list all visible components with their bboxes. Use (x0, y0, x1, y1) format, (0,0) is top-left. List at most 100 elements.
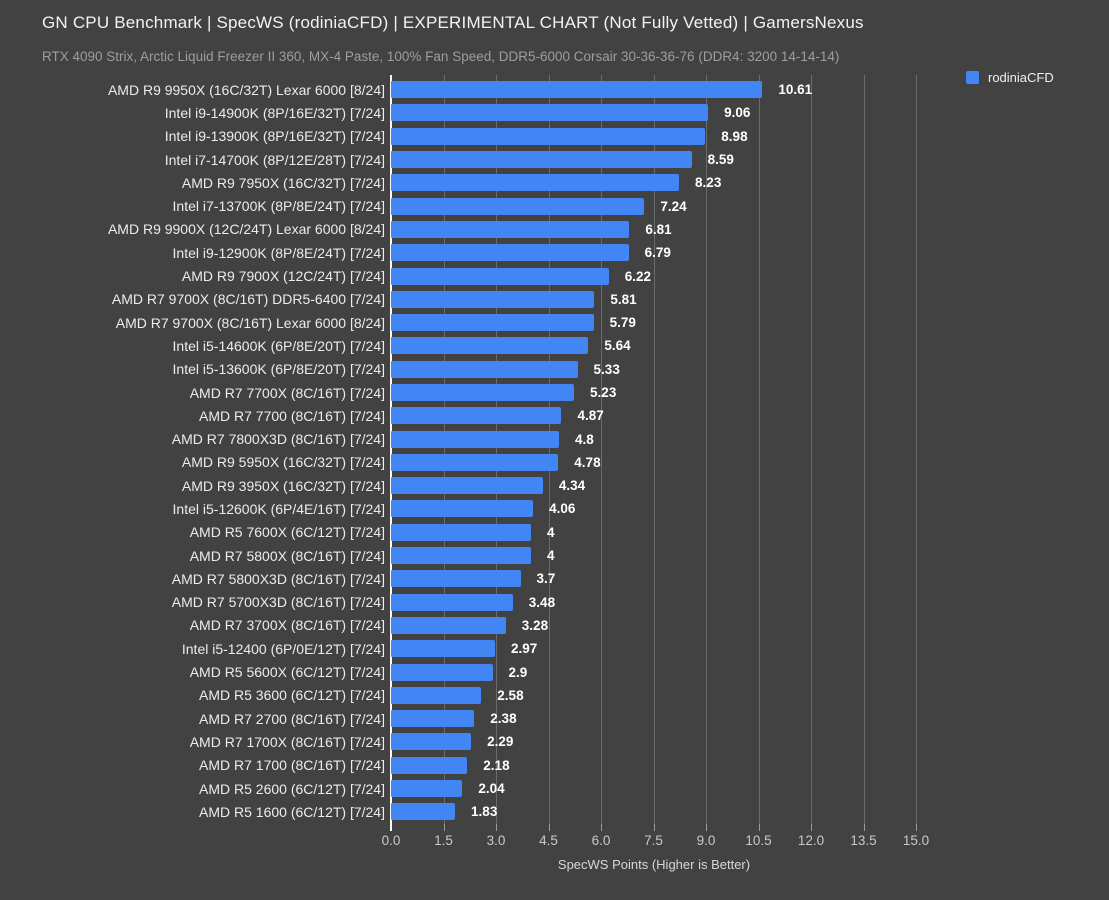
value-label: 8.23 (695, 175, 722, 191)
category-label: AMD R9 9950X (16C/32T) Lexar 6000 [8/24] (107, 81, 385, 98)
chart-row: AMD R5 3600 (6C/12T) [7/24] 2.58 (0, 684, 1109, 707)
bar-area: 9.06 (391, 104, 1109, 122)
chart-row: AMD R7 9700X (8C/16T) Lexar 6000 [8/24] 5… (0, 311, 1109, 334)
category-label: Intel i5-12400 (6P/0E/12T) [7/24] (181, 640, 385, 657)
value-bar (391, 593, 513, 611)
category-label: Intel i9-14900K (8P/16E/32T) [7/24] (164, 104, 385, 121)
bar-area: 2.18 (391, 756, 1109, 774)
bar-area: 2.97 (391, 640, 1109, 658)
chart-row: Intel i9-13900K (8P/16E/32T) [7/24] 8.98 (0, 125, 1109, 148)
legend-swatch-icon (966, 71, 979, 84)
bar-area: 4.8 (391, 430, 1109, 448)
value-label: 6.22 (624, 268, 651, 284)
x-axis-tick-label: 7.5 (644, 833, 663, 848)
x-axis-tick (811, 824, 812, 831)
chart-row: AMD R9 3950X (16C/32T) [7/24] 4.34 (0, 474, 1109, 497)
value-label: 4 (547, 548, 555, 564)
chart-title: GN CPU Benchmark | SpecWS (rodiniaCFD) |… (42, 13, 864, 32)
bar-area: 8.98 (391, 127, 1109, 145)
value-label: 4.34 (558, 478, 586, 494)
bar-area: 2.58 (391, 686, 1109, 704)
x-axis-tick (443, 824, 445, 831)
chart-row: AMD R9 5950X (16C/32T) [7/24] 4.78 (0, 451, 1109, 474)
value-label: 6.81 (645, 221, 672, 237)
gridline (863, 75, 865, 824)
chart-row: AMD R7 5800X (8C/16T) [7/24] 4 (0, 544, 1109, 567)
chart-row: Intel i7-14700K (8P/12E/28T) [7/24] 8.59 (0, 148, 1109, 171)
x-axis-tick-label: 12.0 (797, 833, 825, 848)
gridline (916, 75, 917, 824)
chart-row: AMD R5 7600X (6C/12T) [7/24] 4 (0, 521, 1109, 544)
bar-area: 2.38 (391, 710, 1109, 728)
value-bar (391, 81, 763, 99)
bar-area: 1.83 (391, 803, 1109, 821)
chart-row: Intel i9-14900K (8P/16E/32T) [7/24] 9.06 (0, 101, 1109, 124)
chart-row: AMD R7 7700 (8C/16T) [7/24] 4.87 (0, 404, 1109, 427)
value-label: 3.7 (536, 571, 556, 587)
chart-row: AMD R9 9900X (12C/24T) Lexar 6000 [8/24]… (0, 218, 1109, 241)
gridline (653, 75, 655, 824)
value-bar (391, 547, 531, 565)
gridline (706, 75, 707, 824)
value-label: 3.48 (528, 594, 556, 610)
value-bar (391, 803, 456, 821)
bar-area: 4.06 (391, 500, 1109, 518)
value-label: 4 (547, 524, 555, 540)
x-axis-tick-label: 15.0 (902, 833, 930, 848)
bar-area: 4.78 (391, 453, 1109, 471)
legend: rodiniaCFD (966, 70, 1054, 85)
chart-row: Intel i9-12900K (8P/8E/24T) [7/24] 6.79 (0, 241, 1109, 264)
bar-area: 7.24 (391, 197, 1109, 215)
bar-area: 6.81 (391, 220, 1109, 238)
x-axis-tick-label: 10.5 (745, 833, 772, 848)
value-bar (391, 407, 562, 425)
value-label: 2.97 (510, 641, 538, 657)
chart-row: AMD R9 9950X (16C/32T) Lexar 6000 [8/24]… (0, 78, 1109, 101)
value-bar (391, 523, 531, 541)
category-label: AMD R7 5800X3D (8C/16T) [7/24] (171, 570, 385, 587)
category-label: Intel i5-12600K (6P/4E/16T) [7/24] (172, 500, 385, 517)
value-label: 9.06 (724, 105, 751, 121)
value-bar (391, 430, 559, 448)
value-bar (391, 384, 575, 401)
value-bar (391, 616, 506, 634)
value-bar (391, 267, 609, 285)
plot-area: 0.0 1.5 3.0 4.5 6.0 7.5 9.0 10.5 12.0 13.5 15.0 AM… (0, 75, 1109, 885)
bar-area: 6.79 (391, 244, 1109, 262)
value-label: 5.23 (590, 385, 617, 400)
gridline (758, 75, 760, 824)
chart-row: AMD R9 7950X (16C/32T) [7/24] 8.23 (0, 171, 1109, 194)
value-label: 7.24 (660, 198, 687, 214)
value-label: 8.98 (721, 128, 748, 144)
legend-label: rodiniaCFD (988, 70, 1054, 85)
gridline (601, 75, 602, 824)
value-label: 5.79 (609, 315, 636, 331)
category-label: AMD R7 5800X (8C/16T) [7/24] (189, 547, 385, 564)
value-label: 4.8 (575, 431, 594, 447)
value-bar (391, 756, 468, 774)
chart-row: Intel i7-13700K (8P/8E/24T) [7/24] 7.24 (0, 194, 1109, 217)
x-axis-tick (390, 824, 392, 831)
bar-area: 5.81 (391, 290, 1109, 308)
chart-row: AMD R7 1700X (8C/16T) [7/24] 2.29 (0, 730, 1109, 753)
value-bar (391, 570, 521, 588)
chart-subtitle: RTX 4090 Strix, Arctic Liquid Freezer II… (42, 49, 840, 64)
category-label: AMD R7 7700 (8C/16T) [7/24] (199, 407, 385, 424)
x-axis-tick (758, 824, 760, 831)
x-axis-tick (863, 824, 865, 831)
category-label: AMD R9 7950X (16C/32T) [7/24] (181, 174, 385, 191)
value-label: 4.78 (574, 454, 601, 470)
value-bar (391, 104, 709, 122)
bar-area: 5.64 (391, 337, 1109, 355)
category-label: Intel i9-13900K (8P/16E/32T) [7/24] (164, 128, 385, 145)
chart-row: AMD R7 5800X3D (8C/16T) [7/24] 3.7 (0, 567, 1109, 590)
category-label: AMD R5 2600 (6C/12T) [7/24] (199, 780, 385, 797)
value-bar (391, 151, 692, 169)
value-label: 4.87 (577, 408, 604, 424)
bar-area: 3.28 (391, 616, 1109, 634)
x-axis-tick-label: 0.0 (381, 833, 401, 848)
category-label: AMD R9 3950X (16C/32T) [7/24] (181, 477, 385, 494)
category-label: Intel i7-14700K (8P/12E/28T) [7/24] (164, 151, 385, 168)
category-label: AMD R9 9900X (12C/24T) Lexar 6000 [8/24] (107, 221, 385, 238)
chart-row: AMD R7 2700 (8C/16T) [7/24] 2.38 (0, 707, 1109, 730)
